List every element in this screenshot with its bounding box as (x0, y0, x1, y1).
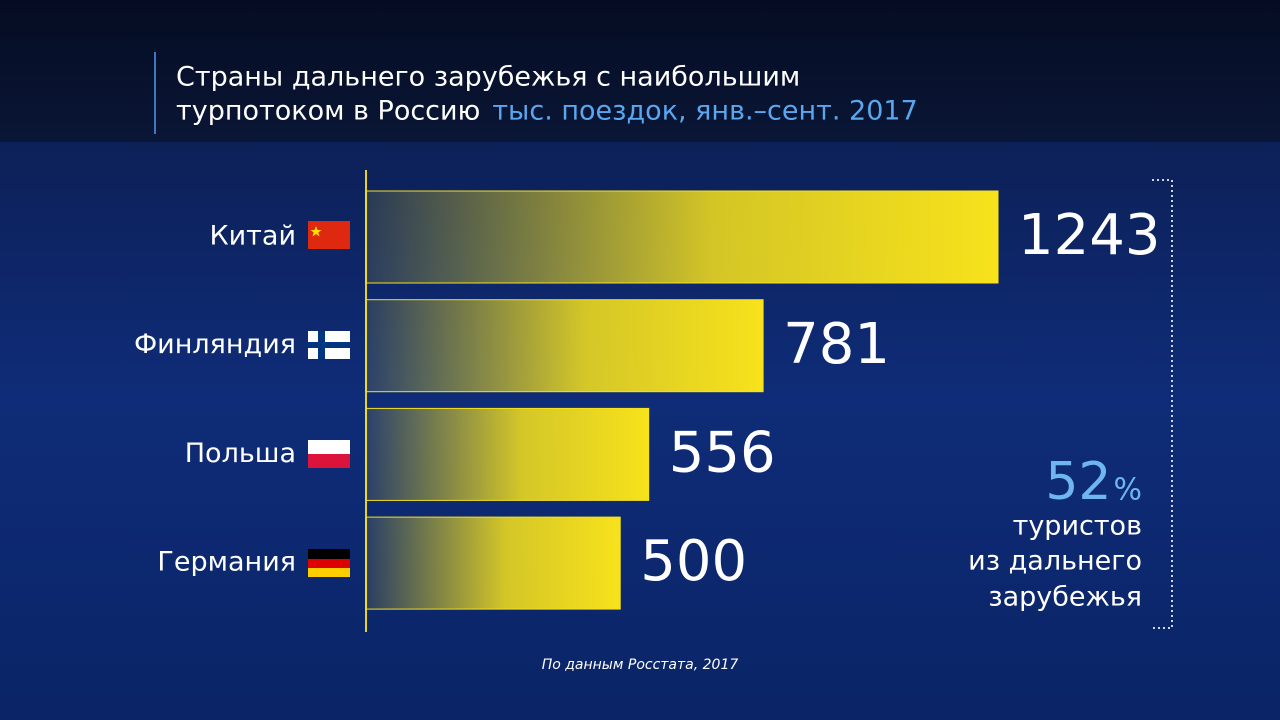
category-label: Германия (157, 547, 296, 578)
callout-value: 52 (1045, 452, 1111, 512)
flag-china (308, 221, 350, 249)
chart-subtitle: тыс. поездок, янв.–сент. 2017 (492, 96, 917, 127)
category-label: Китай (209, 221, 296, 252)
chart-title: турпотоком в Россию (176, 96, 480, 127)
callout-text: из дальнего (968, 546, 1142, 577)
value-label: 781 (783, 312, 890, 377)
header-band (0, 0, 1280, 142)
flag-germany (308, 549, 350, 577)
bar (365, 299, 764, 393)
flag-poland (308, 440, 350, 468)
bracket (1152, 179, 1173, 629)
flag-finland (308, 331, 350, 359)
value-label: 556 (669, 421, 776, 486)
category-label: Польша (185, 438, 296, 469)
source-note: По данным Росстата, 2017 (542, 657, 739, 673)
bar (365, 407, 650, 501)
bar (365, 190, 999, 284)
callout-text: зарубежья (988, 582, 1142, 613)
value-label: 500 (640, 529, 747, 594)
value-label: 1243 (1018, 203, 1161, 268)
chart-title: Страны дальнего зарубежья с наибольшим (176, 62, 800, 93)
category-label: Финляндия (134, 329, 296, 360)
bar (365, 516, 621, 610)
callout-unit: % (1113, 473, 1142, 508)
callout-text: туристов (1013, 511, 1142, 542)
